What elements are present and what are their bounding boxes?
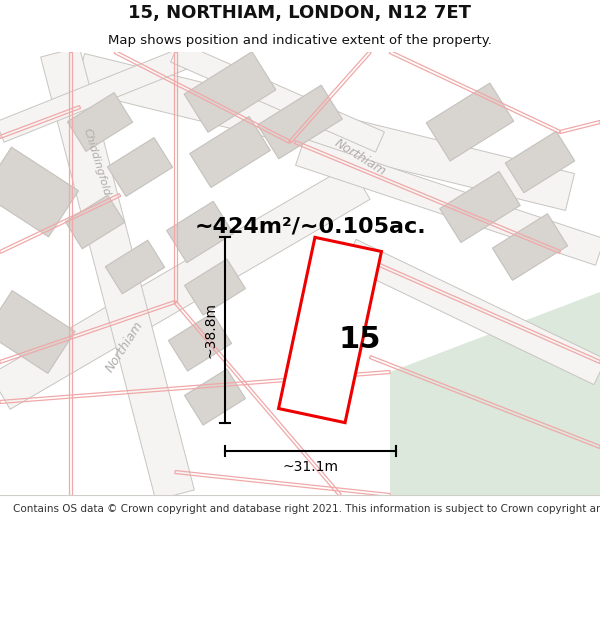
Polygon shape xyxy=(344,239,600,384)
Polygon shape xyxy=(257,85,343,159)
Polygon shape xyxy=(67,92,133,151)
Polygon shape xyxy=(505,131,575,192)
Polygon shape xyxy=(106,240,164,294)
Polygon shape xyxy=(190,116,270,188)
Text: Map shows position and indicative extent of the property.: Map shows position and indicative extent… xyxy=(108,34,492,47)
Polygon shape xyxy=(278,238,382,422)
Polygon shape xyxy=(184,52,276,132)
Polygon shape xyxy=(296,139,600,265)
Text: ~31.1m: ~31.1m xyxy=(283,459,339,474)
Polygon shape xyxy=(107,138,173,196)
Polygon shape xyxy=(65,195,125,249)
Text: ~424m²/~0.105ac.: ~424m²/~0.105ac. xyxy=(194,217,426,237)
Polygon shape xyxy=(185,259,245,315)
Polygon shape xyxy=(493,214,568,281)
Polygon shape xyxy=(426,83,514,161)
Text: Northiam: Northiam xyxy=(332,136,388,178)
Polygon shape xyxy=(167,201,233,262)
Polygon shape xyxy=(390,292,600,495)
Text: Chiddingfold: Chiddingfold xyxy=(82,127,112,197)
Text: Northiam: Northiam xyxy=(104,319,146,375)
Polygon shape xyxy=(170,42,385,152)
Polygon shape xyxy=(41,47,194,500)
Polygon shape xyxy=(0,147,79,237)
Polygon shape xyxy=(76,54,575,211)
Text: 15, NORTHIAM, LONDON, N12 7ET: 15, NORTHIAM, LONDON, N12 7ET xyxy=(128,4,472,22)
Polygon shape xyxy=(0,165,370,409)
Polygon shape xyxy=(0,291,75,373)
Polygon shape xyxy=(440,171,520,242)
Polygon shape xyxy=(185,369,245,425)
Polygon shape xyxy=(169,313,232,371)
Text: 15: 15 xyxy=(339,326,381,354)
Text: ~38.8m: ~38.8m xyxy=(203,302,217,358)
Polygon shape xyxy=(0,42,204,142)
Text: Contains OS data © Crown copyright and database right 2021. This information is : Contains OS data © Crown copyright and d… xyxy=(13,504,600,514)
